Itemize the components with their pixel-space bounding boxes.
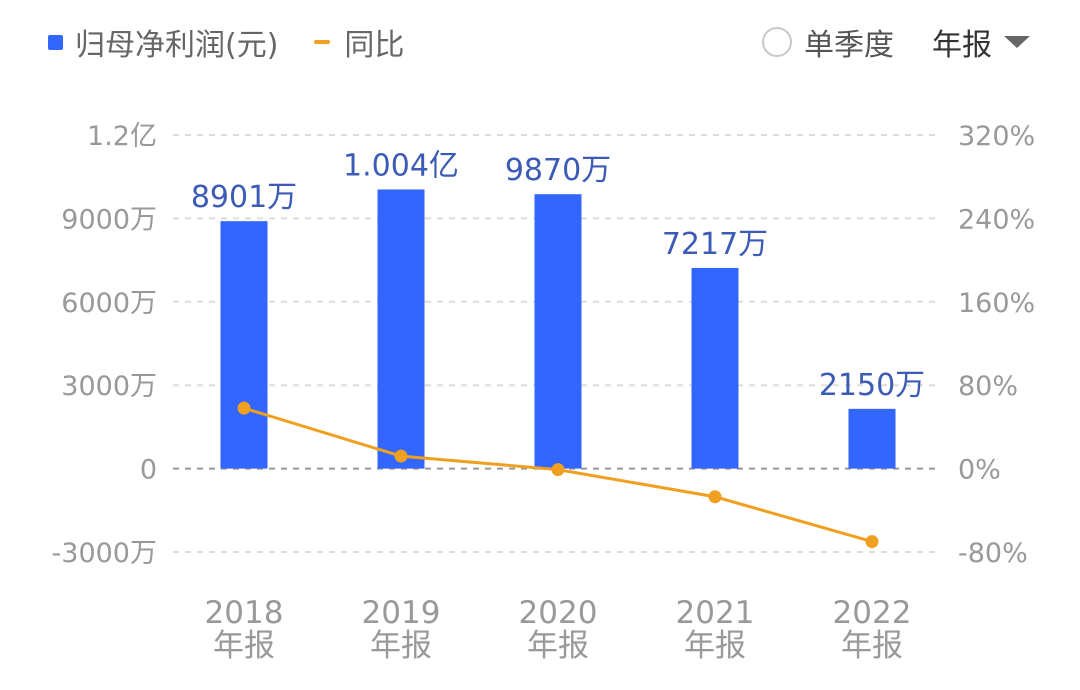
y-left-tick-label: 1.2亿 [87, 121, 157, 152]
x-tick-sublabel: 年报 [370, 628, 432, 664]
bar-value-label: 9870万 [505, 153, 611, 188]
legend-label-net-profit: 归母净利润(元) [75, 28, 279, 63]
chart-legend: 归母净利润(元) 同比 [48, 20, 440, 64]
legend-item-yoy[interactable]: 同比 [314, 20, 404, 64]
y-right-tick-label: 80% [958, 371, 1018, 402]
y-left-tick-label: 6000万 [61, 288, 157, 319]
period-dropdown-label: 年报 [932, 28, 992, 63]
x-tick-label: 2022 [833, 595, 912, 631]
x-tick-sublabel: 年报 [684, 628, 746, 664]
chart-controls: 单季度 年报 [762, 20, 1030, 64]
caret-down-icon [1004, 36, 1030, 48]
yoy-point[interactable] [551, 463, 565, 477]
bar-swatch-icon [48, 34, 63, 50]
bar[interactable] [377, 189, 425, 469]
yoy-point[interactable] [865, 535, 879, 549]
bar[interactable] [848, 408, 896, 469]
x-tick-sublabel: 年报 [213, 628, 275, 664]
bar-value-label: 7217万 [662, 227, 768, 262]
legend-label-yoy: 同比 [344, 28, 405, 63]
yoy-point[interactable] [237, 401, 251, 415]
x-tick-label: 2021 [676, 595, 755, 631]
single-quarter-toggle[interactable]: 单季度 [762, 20, 894, 64]
y-right-tick-label: 320% [958, 121, 1035, 152]
y-right-tick-label: 0% [958, 455, 1001, 486]
yoy-point[interactable] [708, 490, 722, 504]
y-right-tick-label: 160% [958, 288, 1035, 319]
x-tick-sublabel: 年报 [527, 628, 589, 664]
y-right-tick-label: 240% [958, 204, 1035, 235]
bar-value-label: 1.004亿 [343, 148, 459, 183]
bar[interactable] [691, 267, 739, 469]
bar[interactable] [220, 221, 268, 469]
bar[interactable] [534, 194, 582, 469]
bar-value-label: 2150万 [819, 368, 925, 403]
x-tick-label: 2018 [205, 595, 284, 631]
y-right-tick-label: -80% [958, 538, 1028, 569]
radio-circle-icon[interactable] [762, 27, 792, 57]
bar-value-label: 8901万 [191, 180, 297, 215]
line-swatch-icon [314, 40, 331, 44]
legend-item-net-profit[interactable]: 归母净利润(元) [48, 20, 278, 64]
x-tick-label: 2019 [362, 595, 441, 631]
x-tick-label: 2020 [519, 595, 598, 631]
single-quarter-label: 单季度 [804, 28, 894, 63]
period-dropdown[interactable]: 年报 [932, 20, 1030, 64]
yoy-point[interactable] [394, 449, 408, 463]
y-left-tick-label: -3000万 [52, 538, 157, 569]
x-tick-sublabel: 年报 [841, 628, 903, 664]
y-left-tick-label: 3000万 [61, 371, 157, 402]
y-left-tick-label: 0 [140, 455, 157, 486]
y-left-tick-label: 9000万 [61, 204, 157, 235]
